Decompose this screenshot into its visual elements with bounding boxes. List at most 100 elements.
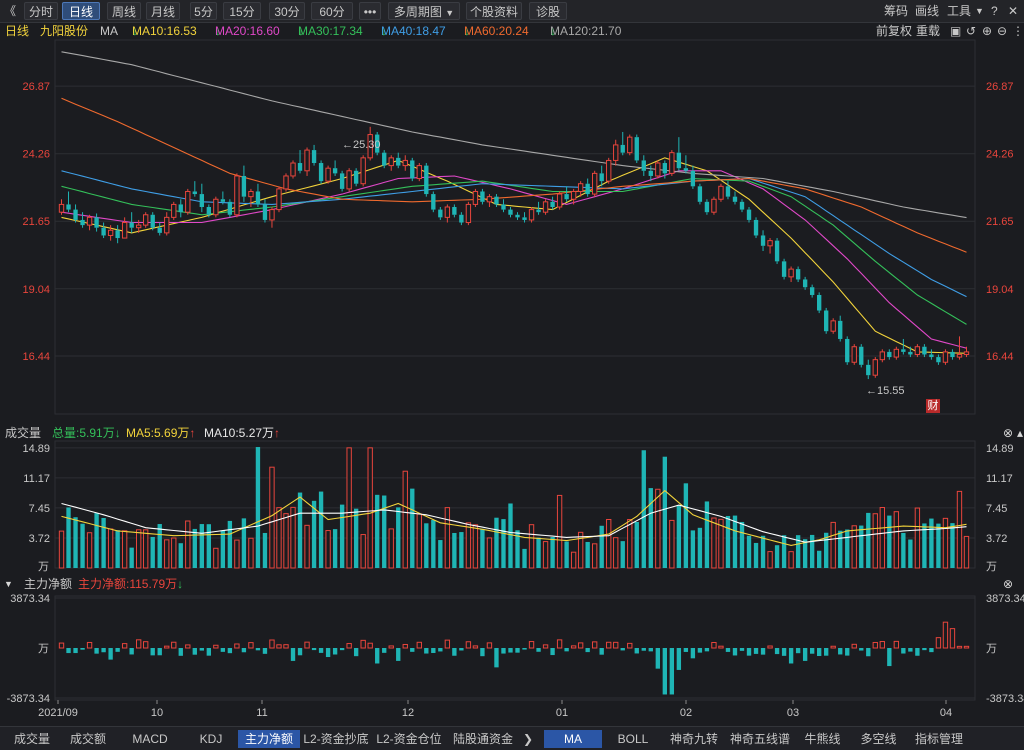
- flow-title[interactable]: 主力净额: [24, 577, 73, 591]
- stock-info-button[interactable]: 个股资料: [466, 2, 522, 20]
- zoom-out-icon[interactable]: ⊖: [997, 24, 1008, 38]
- stock-name[interactable]: 九阳股份: [40, 24, 89, 38]
- multi-period-button[interactable]: 多周期图 ▼: [388, 2, 460, 20]
- volume-bar: [171, 537, 177, 569]
- volume-bar: [360, 534, 366, 569]
- price-tick-left: 21.65: [22, 216, 50, 228]
- volume-bar: [536, 537, 541, 568]
- candle-body: [178, 204, 183, 213]
- candle: [697, 183, 703, 205]
- indicator-tab-7[interactable]: 陆股通资金: [452, 732, 513, 746]
- candle: [550, 196, 555, 210]
- chips-button[interactable]: 筹码: [884, 4, 909, 18]
- overlay-tab-3[interactable]: 神奇五线谱: [729, 732, 790, 746]
- candle: [157, 222, 162, 236]
- candle: [950, 349, 955, 360]
- period-button-4[interactable]: 5分: [190, 2, 217, 20]
- period-button-6[interactable]: 30分: [269, 2, 305, 20]
- close-panel-icon[interactable]: ⊗: [1003, 577, 1014, 591]
- candle-body: [185, 190, 191, 213]
- indicator-tab-2[interactable]: MACD: [132, 732, 168, 746]
- overlay-tab-0[interactable]: MA: [544, 730, 602, 748]
- indicator-tab-6[interactable]: L2-资金仓位: [376, 732, 442, 746]
- volume-title[interactable]: 成交量: [5, 426, 42, 440]
- tools-button[interactable]: 工具: [947, 4, 972, 18]
- candle-body: [318, 163, 324, 182]
- chart-svg[interactable]: 16.44 16.44 19.04 19.04 21.65 21.65 24.26 24.26…: [0, 22, 1024, 726]
- zoom-in-icon[interactable]: ⊕: [982, 24, 993, 38]
- volume-ma10-value: MA10:5.27万: [204, 426, 275, 440]
- candle: [431, 191, 436, 213]
- volume-tick-left: 14.89: [22, 443, 50, 455]
- back-icon[interactable]: 《: [4, 4, 17, 18]
- flow-bar: [942, 621, 949, 649]
- overlay-tab-4[interactable]: 牛熊线: [804, 732, 841, 746]
- candle-body: [410, 160, 415, 179]
- finance-badge[interactable]: 财: [926, 399, 940, 413]
- candle: [472, 188, 479, 208]
- candle: [452, 204, 457, 218]
- flow-bar: [585, 648, 590, 653]
- price-tick-right: 21.65: [986, 216, 1014, 228]
- volume-unit-right: 万: [986, 561, 997, 573]
- help-icon[interactable]: ?: [991, 4, 998, 18]
- volume-bar: [107, 528, 114, 569]
- close-icon[interactable]: ✕: [1008, 4, 1019, 18]
- draw-button[interactable]: 画线: [915, 4, 940, 18]
- candle-body: [760, 235, 766, 246]
- candle-body: [283, 175, 289, 190]
- undo-icon[interactable]: ↺: [966, 24, 977, 38]
- volume-bar: [136, 529, 142, 569]
- volume-bar: [746, 535, 752, 568]
- flow-bar: [536, 648, 541, 652]
- volume-bar: [718, 518, 724, 569]
- settings-icon[interactable]: ⋮: [1012, 24, 1024, 38]
- flow-bar: [550, 648, 555, 656]
- lock-icon[interactable]: ▣: [950, 24, 962, 38]
- period-button-7[interactable]: 60分: [311, 2, 353, 20]
- candle-body: [58, 203, 65, 213]
- indicator-tab-3[interactable]: KDJ: [199, 732, 223, 746]
- flow-bar: [431, 648, 436, 653]
- volume-total-value: 总量:5.91万: [52, 426, 115, 440]
- period-button-2[interactable]: 周线: [107, 2, 141, 20]
- next-arrow-icon[interactable]: ❯: [522, 732, 534, 746]
- period-button-1[interactable]: 日线: [62, 2, 100, 20]
- candle: [564, 186, 569, 202]
- candle: [936, 354, 941, 365]
- indicator-tab-0[interactable]: 成交量: [13, 732, 50, 746]
- overlay-tab-1[interactable]: BOLL: [617, 732, 649, 746]
- candle: [410, 157, 415, 182]
- period-button-5[interactable]: 15分: [223, 2, 261, 20]
- period-button-0[interactable]: 分时: [24, 2, 58, 20]
- period-button-3[interactable]: 月线: [146, 2, 180, 20]
- scroll-icon[interactable]: ▴: [1017, 426, 1024, 440]
- adjust-label[interactable]: 前复权: [876, 24, 913, 38]
- overlay-tab-2[interactable]: 神奇九转: [669, 732, 718, 746]
- close-panel-icon[interactable]: ⊗: [1003, 426, 1014, 440]
- overlay-tab-6[interactable]: 指标管理: [914, 732, 963, 746]
- indicator-tab-4[interactable]: 主力净额: [238, 730, 300, 748]
- candle: [669, 150, 675, 176]
- volume-bar: [367, 447, 373, 569]
- volume-bar: [704, 501, 710, 568]
- indicator-tab-1[interactable]: 成交额: [69, 732, 106, 746]
- volume-bar: [676, 505, 682, 568]
- indicator-name[interactable]: MA: [100, 24, 118, 38]
- indicator-tab-5[interactable]: L2-资金抄底: [303, 732, 369, 746]
- volume-bar: [129, 547, 134, 568]
- more-button[interactable]: •••: [359, 2, 381, 20]
- collapse-icon[interactable]: ▼: [4, 579, 13, 589]
- reload-label[interactable]: 重载: [916, 24, 941, 38]
- candle-body: [459, 214, 464, 223]
- volume-bar: [410, 488, 415, 568]
- tools-dropdown-icon[interactable]: ▼: [975, 6, 984, 16]
- flow-bar: [963, 645, 970, 649]
- diagnose-button[interactable]: 诊股: [529, 2, 567, 20]
- candle-body: [556, 193, 563, 208]
- overlay-tab-5[interactable]: 多空线: [860, 732, 897, 746]
- candle: [353, 168, 359, 187]
- volume-ma5: MA5:5.69万↑: [126, 425, 195, 441]
- candle-body: [121, 222, 128, 239]
- x-tick-label: 01: [556, 707, 568, 719]
